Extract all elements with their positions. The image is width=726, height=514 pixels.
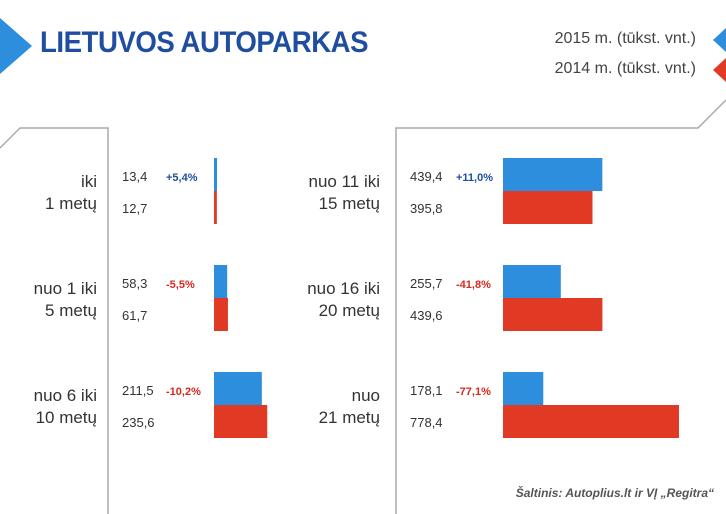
source-note: Šaltinis: Autoplius.lt ir VĮ „Regitra“: [515, 486, 714, 500]
value-label-2014: 235,6: [122, 415, 155, 430]
bar-2015: [214, 265, 228, 298]
value-label-2014: 12,7: [122, 201, 147, 216]
value-label-2015: 58,3: [122, 276, 147, 291]
left-frame-line: [0, 127, 109, 514]
category-label-line1: nuo 1 iki: [34, 279, 97, 298]
value-label-2015: 211,5: [122, 383, 154, 398]
value-label-2014: 395,8: [410, 201, 443, 216]
bar-2014: [214, 298, 228, 331]
category-label-line2: 21 metų: [319, 408, 380, 427]
change-label: +5,4%: [166, 172, 198, 184]
right-frame-line: [395, 99, 726, 514]
category-label-line2: 20 metų: [319, 301, 380, 320]
category-label-line1: nuo 16 iki: [307, 279, 380, 298]
header-chevron-left: [0, 18, 32, 74]
category-label-line2: 10 metų: [36, 408, 97, 427]
bar-2014: [503, 191, 593, 224]
change-label: -77,1%: [456, 386, 491, 398]
bar-2015: [503, 372, 544, 405]
bar-2015: [503, 158, 603, 191]
value-label-2015: 178,1: [410, 383, 443, 398]
value-label-2015: 439,4: [410, 169, 443, 184]
change-label: +11,0%: [456, 172, 493, 184]
bar-2014: [503, 405, 679, 438]
category-label-line2: 1 metų: [45, 194, 97, 213]
bar-2014: [214, 191, 217, 224]
bar-2015: [214, 158, 218, 191]
value-label-2014: 439,6: [410, 308, 443, 323]
category-label-line1: nuo 11 iki: [308, 172, 380, 191]
bar-2015: [503, 265, 561, 298]
bar-2015: [214, 372, 262, 405]
bar-2014: [503, 298, 603, 331]
page-title: LIETUVOS AUTOPARKAS: [40, 26, 369, 59]
value-label-2015: 255,7: [410, 276, 443, 291]
category-label-line2: 15 metų: [319, 194, 380, 213]
legend-marker-2014: [713, 58, 726, 82]
change-label: -41,8%: [456, 279, 491, 291]
category-label-line1: iki: [81, 172, 97, 191]
change-label: -5,5%: [166, 279, 195, 291]
legend-marker-2015: [713, 28, 726, 52]
legend-2015: 2015 m. (tūkst. vnt.): [554, 30, 696, 47]
value-label-2015: 13,4: [122, 169, 147, 184]
change-label: -10,2%: [166, 386, 201, 398]
value-label-2014: 778,4: [410, 415, 443, 430]
category-label-line2: 5 metų: [45, 301, 97, 320]
legend-2014: 2014 m. (tūkst. vnt.): [554, 60, 696, 77]
bar-2014: [214, 405, 268, 438]
value-label-2014: 61,7: [122, 308, 147, 323]
category-label-line1: nuo 6 iki: [34, 386, 97, 405]
category-label-line1: nuo: [352, 386, 380, 405]
